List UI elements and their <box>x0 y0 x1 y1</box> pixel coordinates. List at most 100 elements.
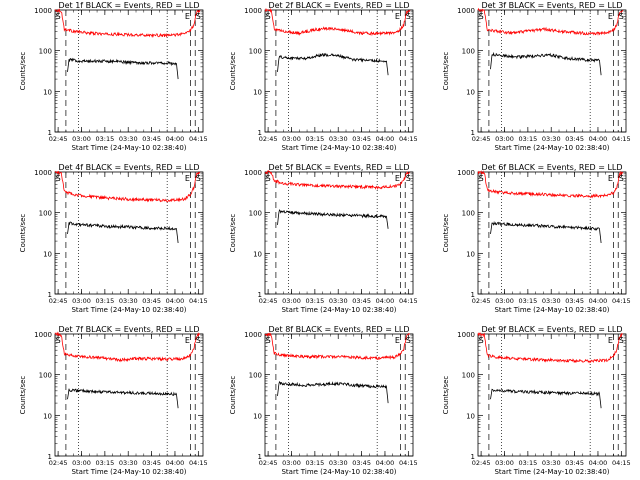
y-tick-label: 100 <box>39 48 52 56</box>
marker-label-s: S <box>406 174 411 183</box>
panel-title: Det 9f BLACK = Events, RED = LLD <box>481 325 622 334</box>
y-tick-label: 1000 <box>457 169 475 177</box>
marker-label-s: S <box>56 336 61 345</box>
y-tick-label: 1000 <box>34 169 52 177</box>
y-axis-label: Counts/sec <box>442 52 450 91</box>
x-tick-label: 04:00 <box>376 297 395 305</box>
x-tick-label: 03:15 <box>518 135 537 143</box>
x-tick-label: 04:00 <box>589 135 608 143</box>
y-tick-label: 1 <box>48 129 52 137</box>
x-tick-label: 03:15 <box>305 297 324 305</box>
x-tick-label: 03:15 <box>95 459 114 467</box>
x-tick-label: 03:45 <box>352 135 371 143</box>
y-tick-label: 10 <box>253 412 262 420</box>
x-tick-label: 02:45 <box>49 297 68 305</box>
plot-frame <box>264 333 414 457</box>
x-tick-label: 04:00 <box>166 135 185 143</box>
series-line-events <box>277 209 389 229</box>
panel-title: Det 5f BLACK = Events, RED = LLD <box>268 163 409 172</box>
x-tick-label: 04:15 <box>612 297 631 305</box>
y-tick-label: 10 <box>466 412 475 420</box>
marker-label-e: E <box>608 174 613 183</box>
y-tick-label: 1 <box>258 453 262 461</box>
plot-frame <box>264 9 414 133</box>
x-tick-label: 03:30 <box>542 459 561 467</box>
y-axis-label: Counts/sec <box>229 376 237 415</box>
series-line-events <box>67 388 179 409</box>
marker-label-s: S <box>479 174 484 183</box>
x-tick-label: 03:00 <box>495 459 514 467</box>
y-tick-label: 1 <box>48 291 52 299</box>
detector-panel-3f: Det 3f BLACK = Events, RED = LLD 1 10 100 10… <box>442 1 631 152</box>
x-tick-label: 04:15 <box>399 459 418 467</box>
y-tick-label: 10 <box>466 88 475 96</box>
marker-label-s: S <box>196 12 201 21</box>
x-tick-label: 04:15 <box>189 459 208 467</box>
x-tick-label: 03:15 <box>95 135 114 143</box>
x-tick-label: 03:15 <box>305 135 324 143</box>
detector-panel-1f: Det 1f BLACK = Events, RED = LLD 1 10 100 10… <box>19 1 208 152</box>
marker-label-s: S <box>196 174 201 183</box>
detector-panel-5f: Det 5f BLACK = Events, RED = LLD 1 10 100 10… <box>229 163 418 314</box>
detector-panel-8f: Det 8f BLACK = Events, RED = LLD 1 10 100 10… <box>229 325 418 476</box>
x-tick-label: 03:00 <box>495 135 514 143</box>
x-tick-label: 03:00 <box>282 459 301 467</box>
series-line-lld <box>477 7 624 36</box>
panel-title: Det 4f BLACK = Events, RED = LLD <box>58 163 199 172</box>
series-line-events <box>67 57 179 80</box>
series-line-lld <box>477 170 624 199</box>
y-axis-label: Counts/sec <box>442 214 450 253</box>
series-line-events <box>277 52 389 76</box>
x-tick-label: 03:15 <box>518 459 537 467</box>
series-line-lld <box>264 170 411 190</box>
x-tick-label: 03:00 <box>495 297 514 305</box>
x-tick-label: 03:45 <box>565 297 584 305</box>
x-tick-label: 03:00 <box>72 135 91 143</box>
y-tick-label: 1000 <box>244 169 262 177</box>
y-tick-label: 1000 <box>34 331 52 339</box>
y-axis-label: Counts/sec <box>229 52 237 91</box>
series-line-events <box>67 221 179 244</box>
x-tick-label: 04:15 <box>399 297 418 305</box>
series-line-events <box>277 380 389 404</box>
x-axis-label: Start Time (24-May-10 02:38:40) <box>494 306 609 314</box>
detector-panel-2f: Det 2f BLACK = Events, RED = LLD 1 10 100 10… <box>229 1 418 152</box>
x-tick-label: 03:00 <box>282 297 301 305</box>
x-tick-label: 03:45 <box>142 297 161 305</box>
y-tick-label: 10 <box>253 88 262 96</box>
series-line-events <box>490 51 602 76</box>
marker-label-e: E <box>185 336 190 345</box>
plot-frame <box>477 333 627 457</box>
x-tick-label: 03:45 <box>352 459 371 467</box>
x-tick-label: 04:15 <box>399 135 418 143</box>
y-tick-label: 10 <box>43 250 52 258</box>
x-tick-label: 03:15 <box>95 297 114 305</box>
y-tick-label: 10 <box>466 250 475 258</box>
series-line-lld <box>54 170 201 203</box>
plot-frame <box>477 171 627 295</box>
x-tick-label: 03:45 <box>142 459 161 467</box>
x-axis-label: Start Time (24-May-10 02:38:40) <box>281 306 396 314</box>
plot-frame <box>54 9 204 133</box>
marker-label-e: E <box>608 12 613 21</box>
x-tick-label: 02:45 <box>259 459 278 467</box>
detector-panel-9f: Det 9f BLACK = Events, RED = LLD 1 10 100 10… <box>442 325 631 476</box>
x-tick-label: 03:30 <box>329 459 348 467</box>
x-tick-label: 03:45 <box>352 297 371 305</box>
y-tick-label: 1 <box>258 291 262 299</box>
x-tick-label: 03:30 <box>542 135 561 143</box>
marker-label-s: S <box>619 12 624 21</box>
y-tick-label: 100 <box>39 210 52 218</box>
panel-title: Det 8f BLACK = Events, RED = LLD <box>268 325 409 334</box>
panel-title: Det 6f BLACK = Events, RED = LLD <box>481 163 622 172</box>
marker-label-s: S <box>479 12 484 21</box>
x-axis-label: Start Time (24-May-10 02:38:40) <box>494 144 609 152</box>
series-line-events <box>490 388 602 409</box>
marker-label-s: S <box>266 336 271 345</box>
y-tick-label: 10 <box>43 412 52 420</box>
x-axis-label: Start Time (24-May-10 02:38:40) <box>71 144 186 152</box>
y-tick-label: 1 <box>471 129 475 137</box>
plot-frame <box>54 171 204 295</box>
series-line-lld <box>54 8 201 39</box>
